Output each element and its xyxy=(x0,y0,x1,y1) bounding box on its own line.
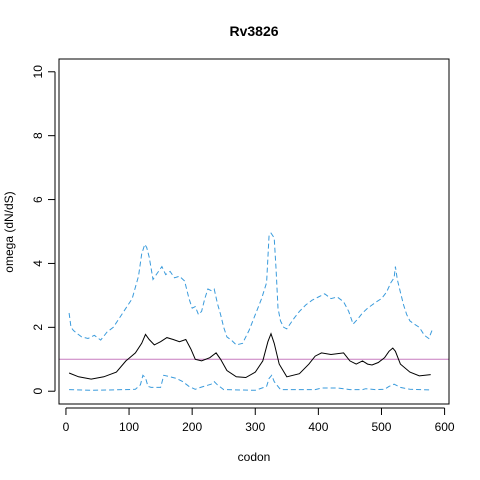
plot-frame xyxy=(58,58,450,405)
series-lower-ci xyxy=(69,374,431,391)
x-tick-label: 500 xyxy=(371,420,391,434)
chart-title: Rv3826 xyxy=(229,23,278,39)
series-estimate xyxy=(68,332,431,380)
x-axis: 0 100 200 300 400 500 600 xyxy=(63,407,455,434)
x-tick-label: 0 xyxy=(63,420,70,434)
y-tick-label: 4 xyxy=(31,260,45,267)
x-tick-label: 100 xyxy=(119,420,139,434)
x-tick-label: 300 xyxy=(245,420,265,434)
series-upper-ci xyxy=(68,232,433,346)
x-tick-label: 600 xyxy=(435,420,455,434)
x-tick-label: 200 xyxy=(182,420,202,434)
x-axis-label: codon xyxy=(238,450,271,464)
y-axis: 0 2 4 6 8 10 xyxy=(31,65,56,395)
x-tick-label: 400 xyxy=(308,420,328,434)
y-tick-label: 8 xyxy=(31,132,45,139)
series-layer xyxy=(59,232,449,391)
y-tick-label: 0 xyxy=(31,388,45,395)
y-tick-label: 6 xyxy=(31,196,45,203)
y-tick-label: 2 xyxy=(31,324,45,331)
y-tick-label: 10 xyxy=(31,65,45,79)
y-axis-label: omega (dN/dS) xyxy=(2,191,16,272)
